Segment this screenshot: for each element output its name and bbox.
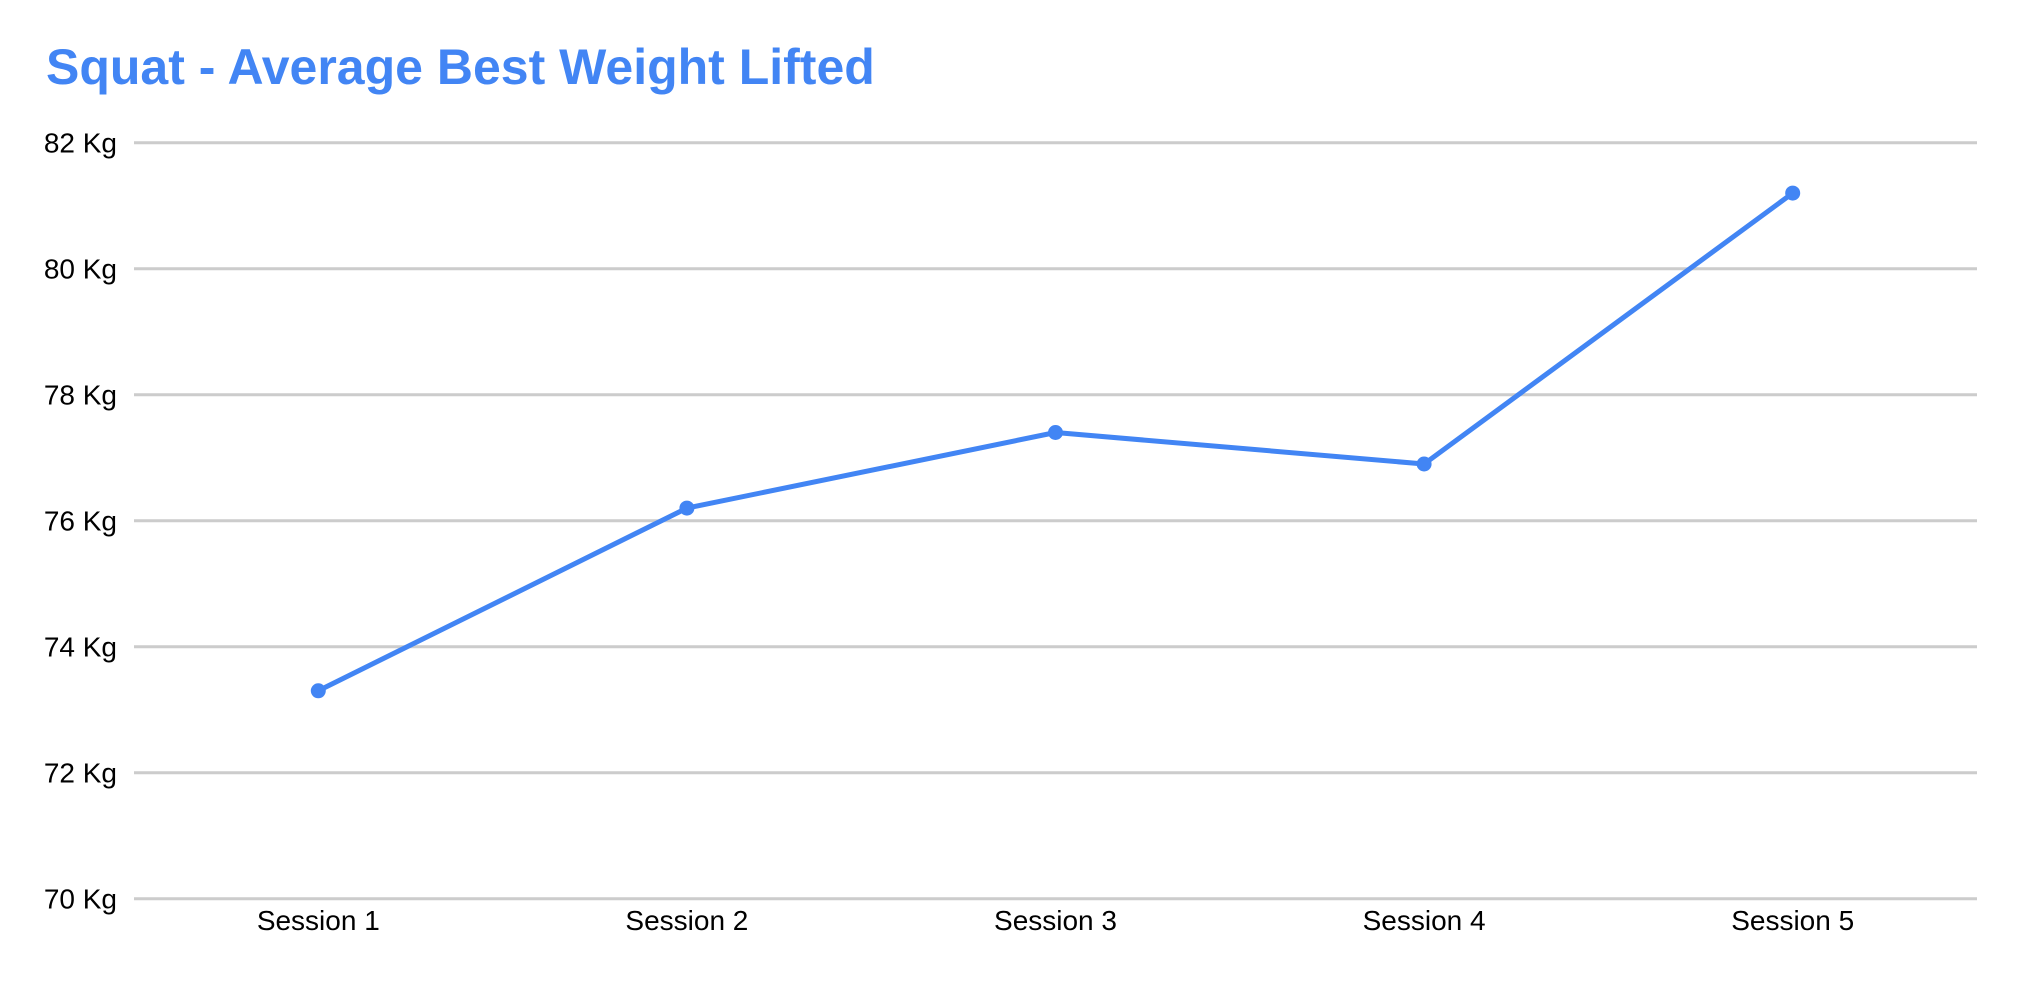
x-axis-tick-label: Session 2	[625, 905, 748, 936]
data-point[interactable]	[310, 683, 326, 699]
y-axis-tick-label: 74 Kg	[44, 632, 117, 663]
y-axis-tick-label: 80 Kg	[44, 254, 117, 285]
y-axis-tick-label: 72 Kg	[44, 758, 117, 789]
x-axis-tick-label: Session 5	[1731, 905, 1854, 936]
x-axis-tick-label: Session 1	[257, 905, 380, 936]
y-axis-tick-label: 82 Kg	[44, 128, 117, 159]
data-point[interactable]	[679, 500, 695, 516]
data-point[interactable]	[1416, 456, 1432, 472]
data-point[interactable]	[1785, 185, 1801, 201]
x-axis-tick-label: Session 3	[994, 905, 1117, 936]
y-axis-tick-label: 78 Kg	[44, 380, 117, 411]
data-point[interactable]	[1048, 425, 1063, 440]
y-axis-tick-label: 70 Kg	[44, 884, 117, 915]
y-axis-tick-label: 76 Kg	[44, 506, 117, 537]
x-axis-tick-label: Session 4	[1363, 905, 1486, 936]
chart-title: Squat - Average Best Weight Lifted	[46, 39, 875, 95]
